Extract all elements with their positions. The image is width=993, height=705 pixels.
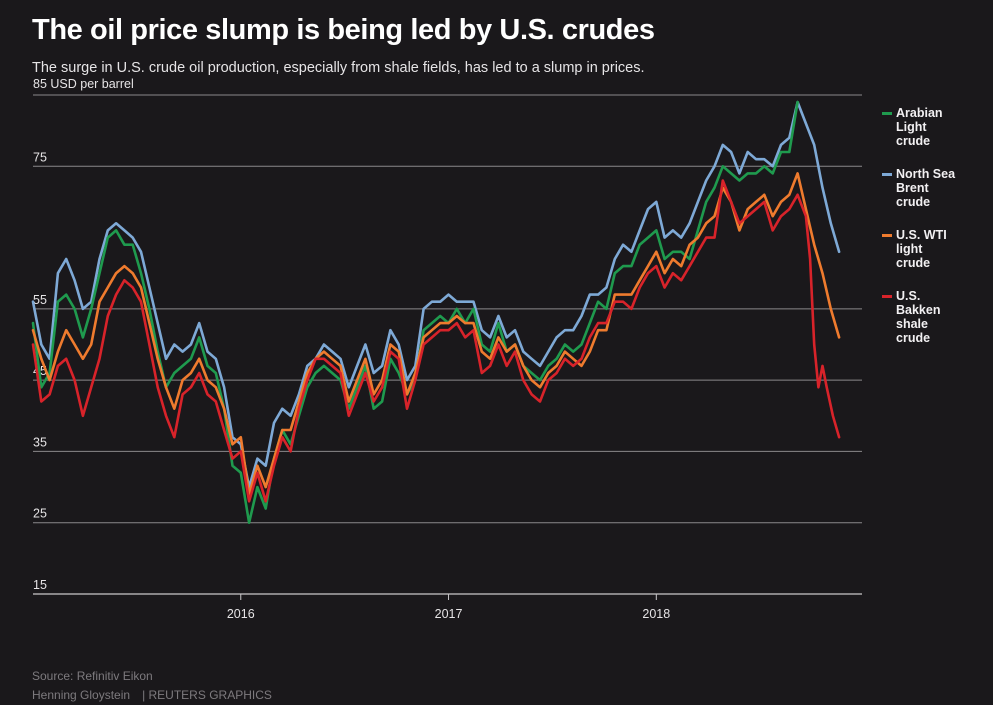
legend-label: Arabian Light crude (896, 106, 943, 148)
legend-label: North Sea Brent crude (896, 167, 956, 209)
series-line-3 (31, 179, 841, 503)
y-tick-label: 75 (33, 150, 47, 164)
legend-label: U.S. Bakken shale crude (896, 289, 941, 345)
y-tick-label: 55 (33, 293, 47, 307)
legend-item: U.S. Bakken shale crude (882, 289, 974, 345)
x-tick-label: 2018 (642, 607, 670, 621)
legend-item: Arabian Light crude (882, 106, 974, 148)
legend-item: U.S. WTI light crude (882, 228, 974, 270)
y-tick-label: 35 (33, 435, 47, 449)
credit-line: Henning Gloystein | REUTERS GRAPHICS (32, 688, 272, 702)
chart-title: The oil price slump is being led by U.S.… (32, 14, 655, 46)
legend-swatch (882, 173, 892, 176)
x-tick-label: 2016 (227, 607, 255, 621)
series-line-2 (31, 172, 841, 496)
brand-label: | REUTERS GRAPHICS (142, 688, 272, 702)
y-tick-label: 15 (33, 578, 47, 592)
legend-item: North Sea Brent crude (882, 167, 974, 209)
y-axis-unit-label: 85 USD per barrel (33, 77, 134, 91)
legend-swatch (882, 234, 892, 237)
chart-subtitle: The surge in U.S. crude oil production, … (32, 60, 645, 76)
x-tick-label: 2017 (435, 607, 463, 621)
author-name: Henning Gloystein (32, 688, 131, 702)
legend-label: U.S. WTI light crude (896, 228, 947, 270)
source-note: Source: Refinitiv Eikon (32, 669, 153, 683)
series-line-1 (31, 100, 841, 489)
y-tick-label: 25 (33, 507, 47, 521)
x-axis-ticks: 2016 2017 2018 (227, 594, 670, 621)
series-lines (31, 100, 841, 524)
legend-swatch (882, 112, 892, 115)
legend-swatch (882, 295, 892, 298)
